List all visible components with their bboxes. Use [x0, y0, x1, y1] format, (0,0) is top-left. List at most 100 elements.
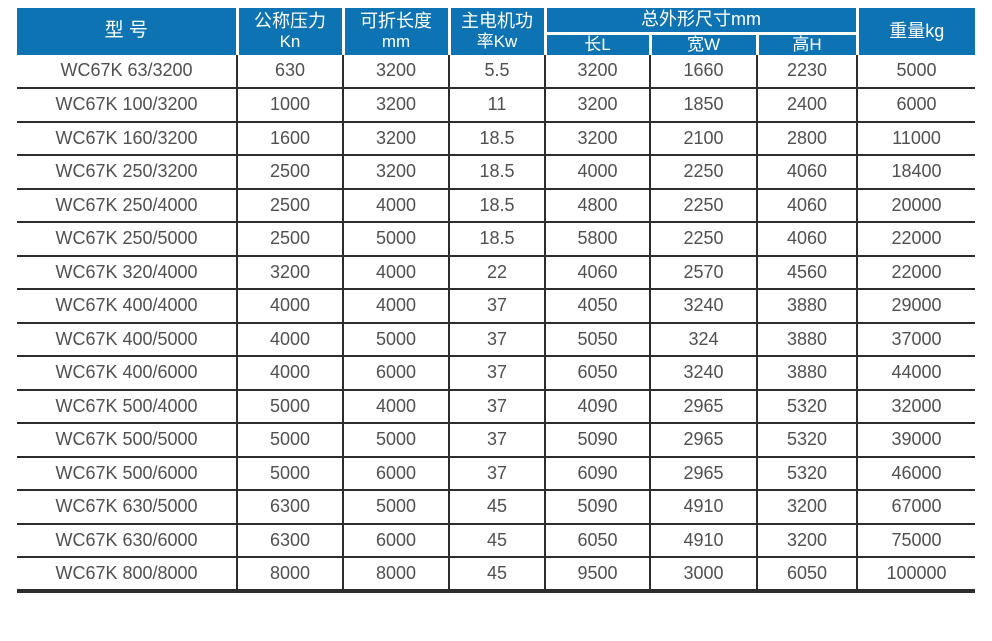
value-cell: 37	[448, 455, 546, 492]
model-cell: WC67K 63/3200	[17, 54, 238, 90]
value-cell: 2250	[649, 221, 758, 257]
value-cell: 3200	[342, 120, 450, 157]
value-cell: 75000	[856, 522, 975, 559]
value-cell: 4000	[342, 388, 450, 425]
value-cell: 2400	[756, 87, 858, 123]
value-cell: 2965	[649, 388, 758, 425]
value-cell: 3240	[649, 288, 758, 324]
model-cell: WC67K 250/3200	[17, 154, 238, 190]
model-cell: WC67K 400/6000	[17, 355, 238, 391]
value-cell: 37	[448, 422, 546, 458]
value-cell: 5090	[544, 489, 651, 525]
value-cell: 324	[649, 321, 758, 358]
value-cell: 1660	[649, 54, 758, 90]
value-cell: 1000	[236, 87, 344, 123]
value-cell: 3200	[342, 87, 450, 123]
table-row: WC67K 500/5000 5000 5000 37 5090 2965 5320 3900…	[17, 422, 975, 458]
value-cell: 45	[448, 522, 546, 559]
header-pressure-line1: 公称压力	[254, 10, 326, 31]
value-cell: 20000	[856, 187, 975, 224]
value-cell: 18.5	[448, 221, 546, 257]
value-cell: 3200	[342, 154, 450, 190]
value-cell: 22000	[856, 254, 975, 291]
model-cell: WC67K 500/6000	[17, 455, 238, 492]
table-row: WC67K 500/4000 5000 4000 37 4090 2965 5320 3200…	[17, 388, 975, 425]
value-cell: 4000	[544, 154, 651, 190]
value-cell: 2570	[649, 254, 758, 291]
value-cell: 4000	[236, 355, 344, 391]
model-cell: WC67K 630/6000	[17, 522, 238, 559]
value-cell: 3200	[342, 54, 450, 90]
value-cell: 2500	[236, 187, 344, 224]
value-cell: 6000	[342, 455, 450, 492]
table-row: WC67K 500/6000 5000 6000 37 6090 2965 5320 4600…	[17, 455, 975, 492]
header-dim-length: 长L	[543, 33, 650, 55]
value-cell: 6300	[236, 522, 344, 559]
value-cell: 1850	[649, 87, 758, 123]
value-cell: 5000	[342, 422, 450, 458]
table-row: WC67K 250/3200 2500 3200 18.5 4000 2250 4060 18…	[17, 154, 975, 190]
value-cell: 4560	[756, 254, 858, 291]
value-cell: 5090	[544, 422, 651, 458]
header-motor-power-line2: 率Kw	[476, 31, 518, 51]
value-cell: 3200	[544, 54, 651, 90]
model-cell: WC67K 100/3200	[17, 87, 238, 123]
value-cell: 45	[448, 556, 546, 593]
value-cell: 2965	[649, 422, 758, 458]
header-model: 型 号	[17, 8, 237, 55]
value-cell: 45	[448, 489, 546, 525]
header-pressure-line2: Kn	[279, 31, 301, 51]
value-cell: 18.5	[448, 154, 546, 190]
value-cell: 4000	[342, 288, 450, 324]
table-row: WC67K 400/6000 4000 6000 37 6050 3240 3880 4400…	[17, 355, 975, 391]
value-cell: 11000	[856, 120, 975, 157]
value-cell: 5000	[236, 455, 344, 492]
table-row: WC67K 250/5000 2500 5000 18.5 5800 2250 4060 22…	[17, 221, 975, 257]
value-cell: 3000	[649, 556, 758, 593]
header-fold-length-line2: mm	[381, 31, 411, 51]
model-cell: WC67K 800/8000	[17, 556, 238, 593]
value-cell: 4910	[649, 522, 758, 559]
value-cell: 4000	[342, 254, 450, 291]
value-cell: 5050	[544, 321, 651, 358]
value-cell: 3200	[544, 120, 651, 157]
value-cell: 6000	[856, 87, 975, 123]
value-cell: 6000	[342, 355, 450, 391]
value-cell: 67000	[856, 489, 975, 525]
table-row: WC67K 630/5000 6300 5000 45 5090 4910 3200 6700…	[17, 489, 975, 525]
value-cell: 4000	[236, 321, 344, 358]
value-cell: 32000	[856, 388, 975, 425]
value-cell: 37	[448, 388, 546, 425]
value-cell: 3200	[756, 522, 858, 559]
model-cell: WC67K 500/4000	[17, 388, 238, 425]
value-cell: 2250	[649, 187, 758, 224]
value-cell: 5320	[756, 422, 858, 458]
value-cell: 2250	[649, 154, 758, 190]
value-cell: 3880	[756, 355, 858, 391]
header-fold-length-line1: 可折长度	[360, 10, 432, 31]
value-cell: 39000	[856, 422, 975, 458]
value-cell: 37000	[856, 321, 975, 358]
value-cell: 3200	[756, 489, 858, 525]
value-cell: 6000	[342, 522, 450, 559]
value-cell: 5000	[342, 489, 450, 525]
value-cell: 2230	[756, 54, 858, 90]
table-row: WC67K 400/4000 4000 4000 37 4050 3240 3880 2900…	[17, 288, 975, 324]
value-cell: 5800	[544, 221, 651, 257]
value-cell: 5320	[756, 388, 858, 425]
value-cell: 5000	[342, 321, 450, 358]
value-cell: 2500	[236, 221, 344, 257]
header-motor-power: 主电机功 率Kw	[447, 8, 545, 55]
value-cell: 3200	[544, 87, 651, 123]
value-cell: 22	[448, 254, 546, 291]
model-cell: WC67K 630/5000	[17, 489, 238, 525]
value-cell: 4050	[544, 288, 651, 324]
value-cell: 3880	[756, 321, 858, 358]
value-cell: 6050	[544, 522, 651, 559]
value-cell: 6090	[544, 455, 651, 492]
value-cell: 18.5	[448, 120, 546, 157]
value-cell: 4060	[756, 221, 858, 257]
value-cell: 2965	[649, 455, 758, 492]
value-cell: 2800	[756, 120, 858, 157]
value-cell: 44000	[856, 355, 975, 391]
